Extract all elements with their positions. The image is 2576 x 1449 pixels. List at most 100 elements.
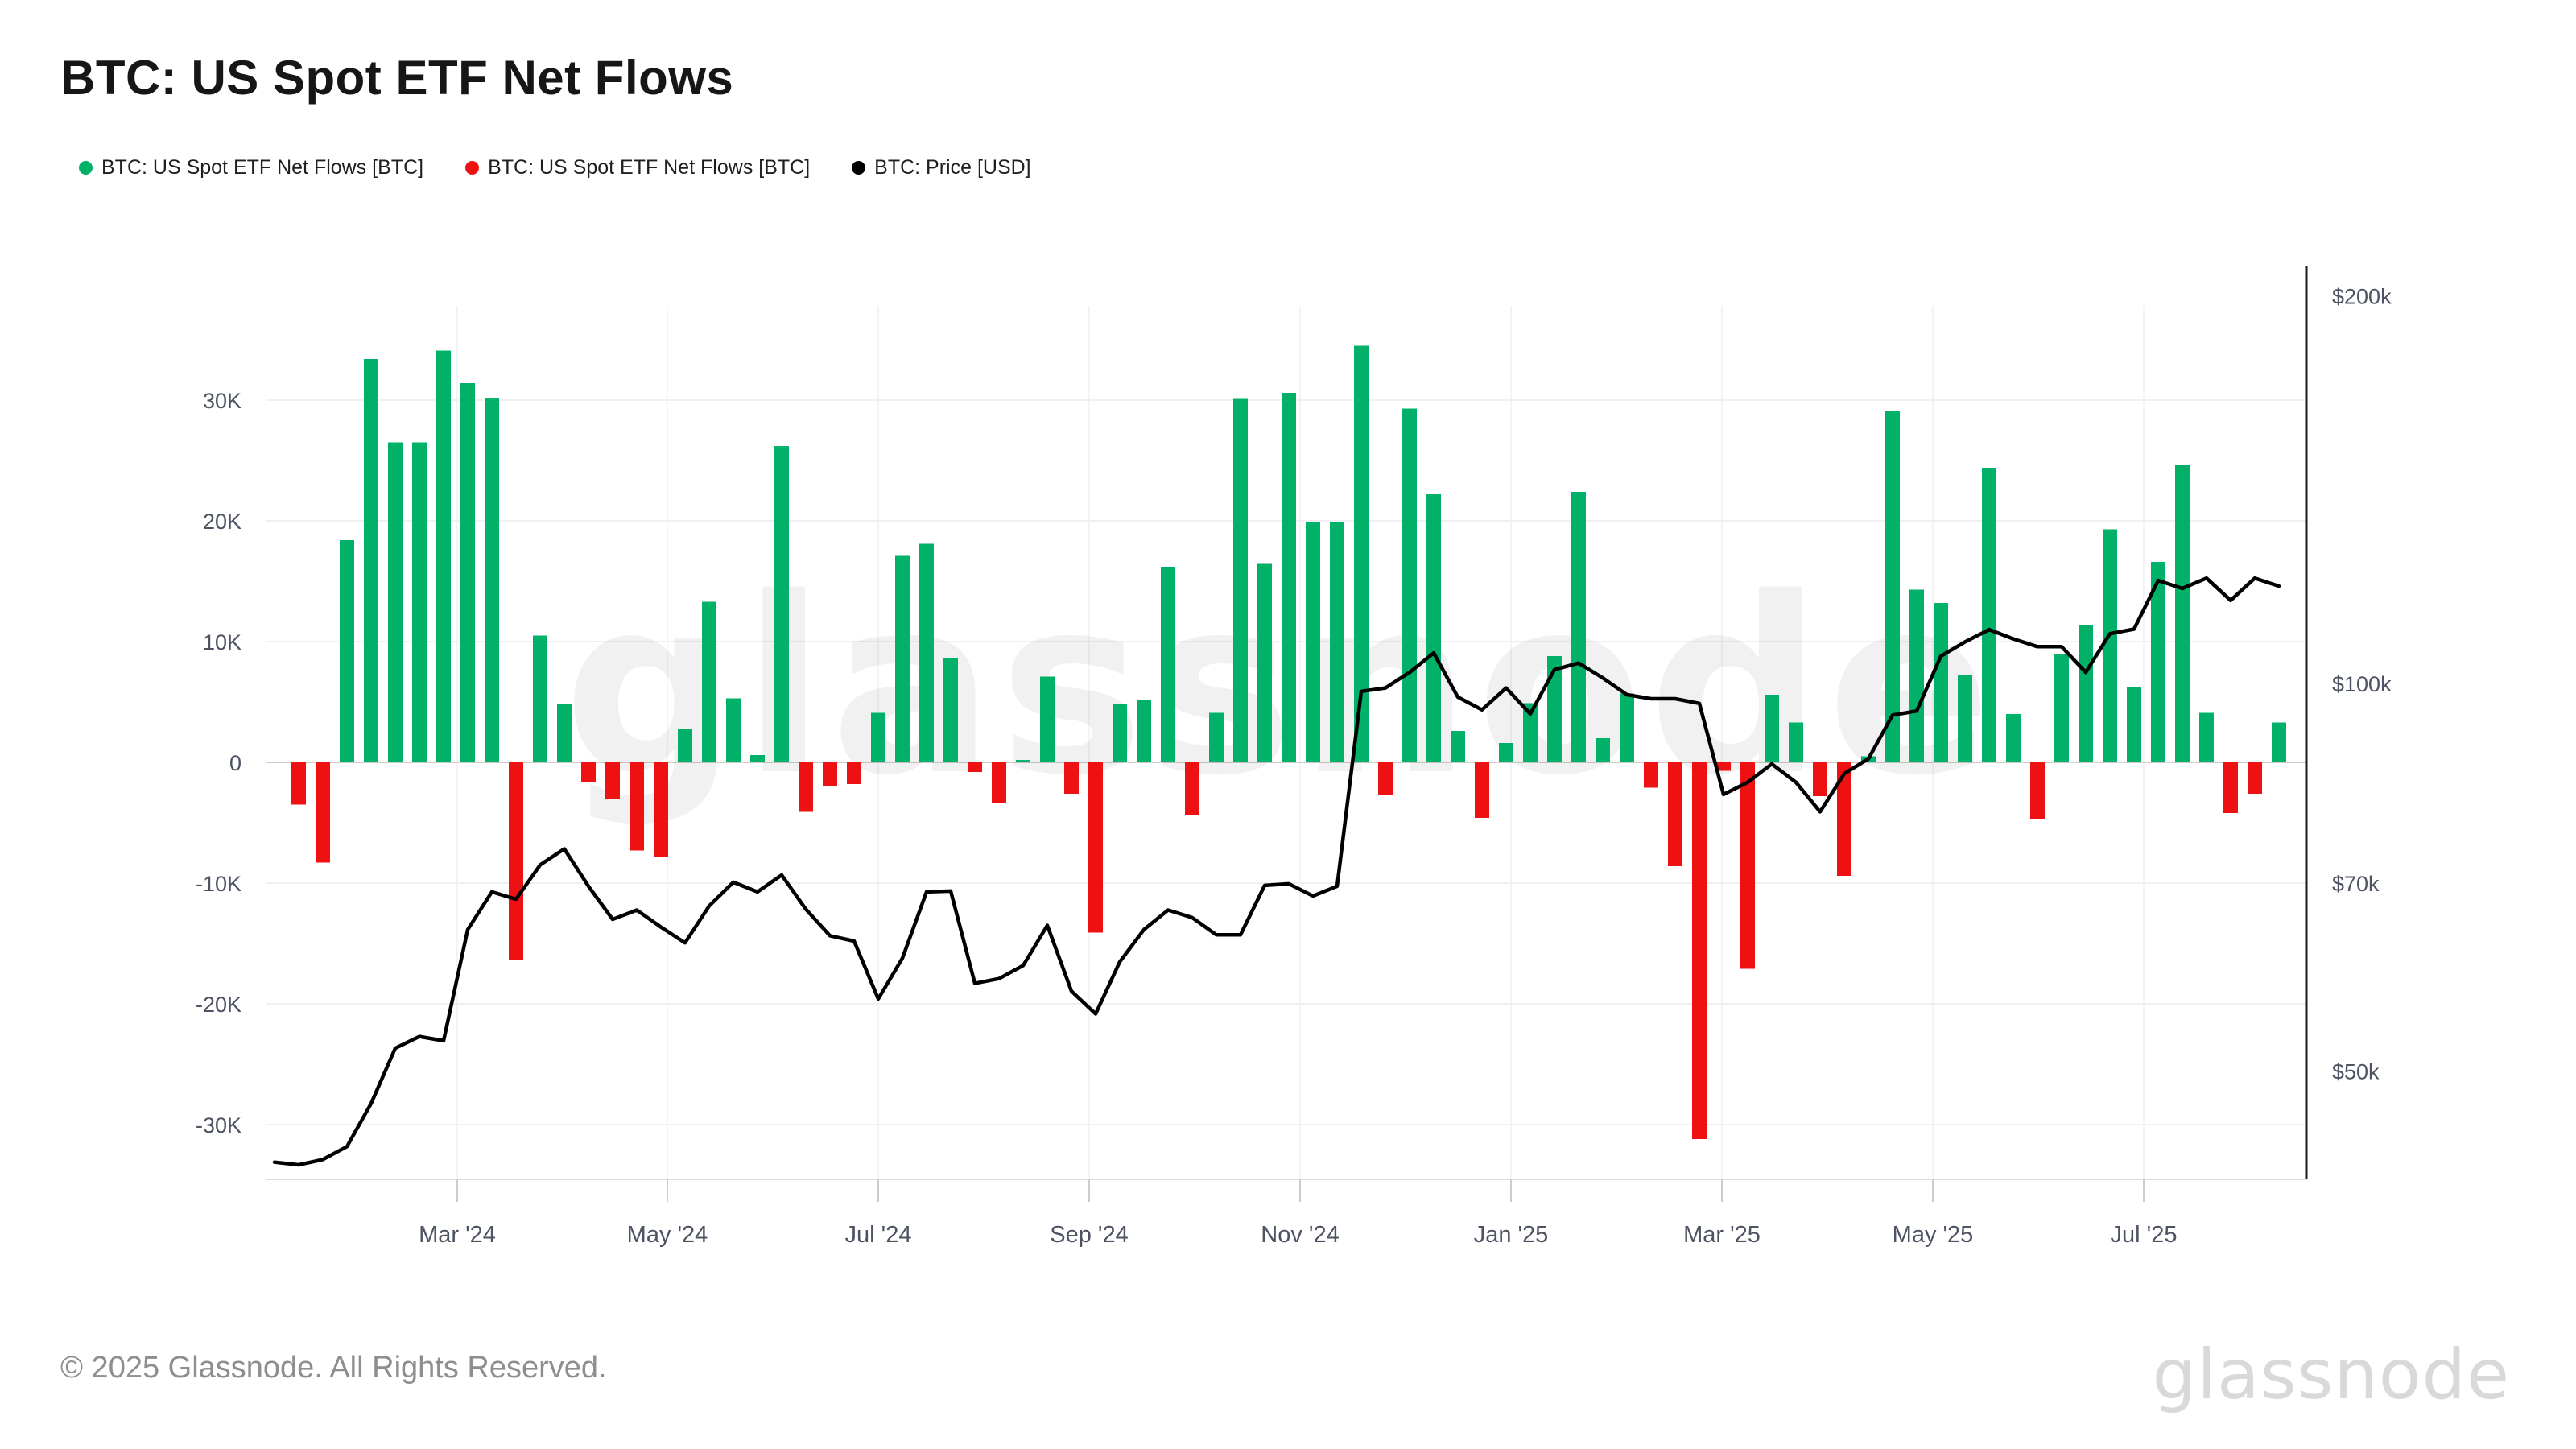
legend-item-label: BTC: US Spot ETF Net Flows [BTC] [488,156,811,179]
flow-bar-negative [2223,762,2238,813]
flow-bar-positive [895,555,910,762]
flow-bar-positive [412,442,427,762]
flow-bar-negative [654,762,668,857]
flow-bar-positive [2103,529,2117,762]
x-axis-tick-label: Sep '24 [1050,1222,1128,1248]
flow-bar-positive [1547,656,1562,762]
flow-bar-negative [1740,762,1755,969]
flow-bar-positive [1402,408,1417,762]
flow-bar-positive [726,698,741,762]
right-axis-tick-label: $50k [2332,1060,2380,1084]
flow-bar-positive [943,658,958,762]
series-layer [272,345,2286,1167]
x-axis-tick-label: Jul '25 [2111,1222,2178,1248]
y-axis-tick-label: -30K [196,1113,242,1137]
copyright-text: © 2025 Glassnode. All Rights Reserved. [60,1351,607,1385]
flow-bar-negative [1716,762,1731,771]
legend-dot-icon [465,161,480,175]
flow-bar-positive [2199,712,2214,762]
x-axis-tick-label: Jul '24 [845,1222,912,1248]
flow-bar-positive [436,350,451,762]
y-axis-tick-label: -10K [196,872,242,896]
flow-bar-positive [1885,411,1900,762]
x-axis-tick-label: Mar '24 [419,1222,496,1248]
x-axis-tick-label: May '24 [627,1222,708,1248]
flow-bar-positive [1596,738,1610,762]
flow-bar-positive [1934,603,1948,762]
legend-item-1[interactable]: BTC: US Spot ETF Net Flows [BTC] [465,156,810,180]
flow-bar-positive [1137,700,1151,762]
x-axis-tick-label: Mar '25 [1683,1222,1761,1248]
flow-bar-positive [1451,731,1465,762]
flow-bar-negative [823,762,837,786]
flow-bar-positive [1257,563,1272,762]
flow-bar-positive [1426,494,1441,762]
flow-bar-negative [291,762,306,805]
legend-dot-icon [852,161,866,175]
flow-bar-negative [1475,762,1489,818]
glassnode-logo: glassnode [2152,1335,2510,1415]
flow-bar-negative [1088,762,1103,933]
flow-bar-positive [1016,760,1030,762]
flow-bar-positive [557,704,572,762]
price-line [272,576,2281,1167]
flow-bar-positive [2175,465,2190,762]
legend-item-0[interactable]: BTC: US Spot ETF Net Flows [BTC] [79,156,423,180]
flow-bar-positive [702,601,716,762]
flow-bar-positive [871,712,886,762]
right-axis-tick-label: $70k [2332,872,2380,896]
flow-bar-positive [2272,722,2286,762]
flow-bar-positive [1354,345,1368,762]
flow-bar-positive [2151,562,2165,762]
flow-bar-negative [316,762,330,863]
y-axis-tick-label: 10K [203,630,242,654]
y-axis-tick-label: -20K [196,993,242,1017]
x-axis-tick-label: May '25 [1893,1222,1974,1248]
flow-bar-positive [1282,393,1296,762]
flow-bar-negative [2030,762,2045,819]
flow-bar-negative [1668,762,1682,866]
flow-bar-positive [2006,714,2021,762]
flow-bar-positive [1499,743,1513,762]
flow-bar-positive [340,540,354,762]
flow-bar-negative [509,762,523,960]
flow-bar-negative [968,762,982,772]
flow-bar-negative [1692,762,1707,1139]
flow-bar-positive [533,635,547,762]
flow-bar-negative [1185,762,1199,815]
flow-bar-positive [1571,492,1586,762]
flow-bar-positive [1161,567,1175,762]
y-axis-tick-label: 30K [203,389,242,413]
flow-bar-positive [388,442,402,762]
y-axis-tick-label: 0 [229,751,242,775]
flow-bar-positive [1958,675,1972,762]
flow-bar-negative [1064,762,1079,794]
legend-item-label: BTC: Price [USD] [874,156,1031,179]
flow-bar-positive [1233,398,1248,762]
flow-bar-negative [2248,762,2262,794]
page-title: BTC: US Spot ETF Net Flows [60,51,734,105]
flow-bar-positive [1982,468,1996,762]
flow-bar-negative [1644,762,1658,788]
flow-bar-positive [750,755,765,762]
axes-layer: Mar '24 May '24 Jul '24 Sep '24 Nov '24 Jan '… [196,266,2392,1248]
flow-bar-positive [1040,676,1055,762]
flow-bar-positive [1523,703,1538,762]
flow-bar-positive [1909,589,1924,762]
flow-bar-positive [1209,712,1224,762]
flow-bar-positive [485,398,499,762]
legend-dot-icon [79,161,93,175]
flow-bar-positive [919,543,934,762]
flow-bar-positive [1306,522,1320,762]
flow-bar-negative [630,762,644,851]
x-axis-tick-label: Nov '24 [1261,1222,1339,1248]
y-axis-tick-label: 20K [203,510,242,534]
legend-item-2[interactable]: BTC: Price [USD] [852,156,1031,180]
flow-bar-positive [2127,687,2141,762]
flow-bar-positive [678,729,692,762]
flow-bar-positive [1765,695,1779,762]
flow-bar-negative [1837,762,1852,876]
flow-bar-positive [1620,693,1634,762]
